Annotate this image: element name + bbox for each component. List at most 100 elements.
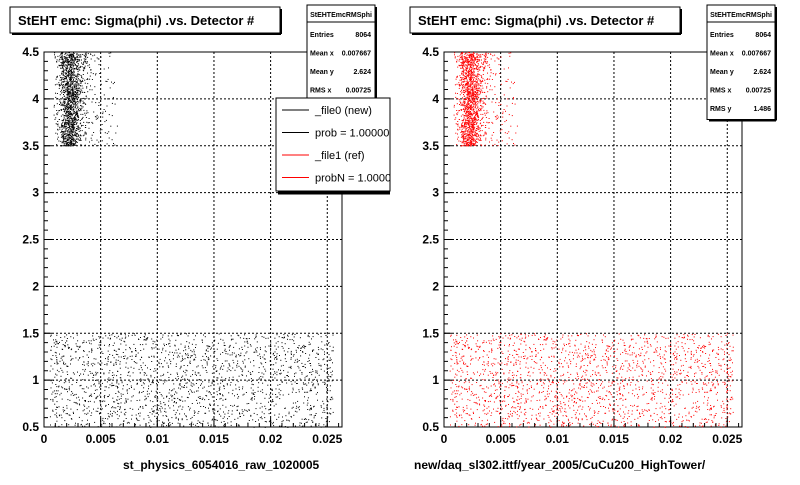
data-point: [145, 334, 146, 335]
data-point: [256, 403, 257, 404]
data-point: [88, 340, 89, 341]
data-point: [151, 347, 152, 348]
data-point: [150, 412, 151, 413]
data-point: [467, 61, 468, 62]
data-point: [470, 145, 471, 146]
data-point: [216, 371, 217, 372]
data-point: [77, 76, 78, 77]
data-point: [83, 342, 84, 343]
data-point: [102, 353, 103, 354]
data-point: [291, 353, 292, 354]
data-point: [75, 105, 76, 106]
data-point: [93, 73, 94, 74]
data-point: [473, 89, 474, 90]
data-point: [318, 383, 319, 384]
data-point: [108, 356, 109, 357]
data-point: [216, 399, 217, 400]
data-point: [321, 417, 322, 418]
data-point: [107, 379, 108, 380]
data-point: [476, 102, 477, 103]
x-tick-label: 0.02: [259, 432, 283, 446]
data-point: [454, 115, 455, 116]
data-point: [310, 344, 311, 345]
data-point: [475, 75, 476, 76]
data-point: [64, 96, 65, 97]
data-point: [468, 93, 469, 94]
data-point: [110, 384, 111, 385]
data-point: [88, 361, 89, 362]
data-point: [198, 365, 199, 366]
data-point: [474, 104, 475, 105]
data-point: [63, 63, 64, 64]
data-point: [79, 100, 80, 101]
data-point: [64, 103, 65, 104]
data-point: [473, 79, 474, 80]
data-point: [139, 379, 140, 380]
data-point: [55, 414, 56, 415]
data-point: [288, 420, 289, 421]
data-point: [82, 398, 83, 399]
data-point: [286, 375, 287, 376]
data-point: [332, 371, 333, 372]
data-point: [66, 65, 67, 66]
data-point: [277, 396, 278, 397]
data-point: [137, 383, 138, 384]
data-point: [483, 135, 484, 136]
data-point: [62, 126, 63, 127]
data-point: [231, 382, 232, 383]
data-point: [458, 82, 459, 83]
data-point: [480, 102, 481, 103]
data-point: [81, 90, 82, 91]
data-point: [122, 382, 123, 383]
data-point: [463, 108, 464, 109]
data-point: [151, 421, 152, 422]
data-point: [280, 394, 281, 395]
data-point: [66, 91, 67, 92]
data-point: [100, 342, 101, 343]
data-point: [121, 398, 122, 399]
data-point: [104, 390, 105, 391]
data-point: [73, 74, 74, 75]
data-point: [474, 84, 475, 85]
data-point: [99, 383, 100, 384]
data-point: [149, 357, 150, 358]
data-point: [93, 377, 94, 378]
data-point: [77, 108, 78, 109]
data-point: [461, 116, 462, 117]
data-point: [262, 412, 263, 413]
data-point: [62, 399, 63, 400]
data-point: [205, 353, 206, 354]
data-point: [97, 411, 98, 412]
data-point: [455, 57, 456, 58]
data-point: [70, 415, 71, 416]
data-point: [146, 344, 147, 345]
data-point: [195, 372, 196, 373]
data-point: [174, 352, 175, 353]
data-point: [260, 362, 261, 363]
data-point: [307, 403, 308, 404]
data-point: [78, 117, 79, 118]
data-point: [74, 139, 75, 140]
data-point: [479, 100, 480, 101]
data-point: [174, 401, 175, 402]
data-point: [58, 343, 59, 344]
data-point: [224, 421, 225, 422]
data-point: [89, 122, 90, 123]
data-point: [467, 87, 468, 88]
data-point: [265, 421, 266, 422]
data-point: [195, 355, 196, 356]
data-point: [323, 424, 324, 425]
data-point: [201, 423, 202, 424]
data-point: [321, 405, 322, 406]
data-point: [461, 77, 462, 78]
data-point: [85, 66, 86, 67]
data-point: [91, 122, 92, 123]
data-point: [63, 77, 64, 78]
data-point: [73, 111, 74, 112]
data-point: [55, 355, 56, 356]
data-point: [105, 335, 106, 336]
data-point: [479, 140, 480, 141]
data-point: [455, 119, 456, 120]
data-point: [460, 68, 461, 69]
data-point: [265, 338, 266, 339]
